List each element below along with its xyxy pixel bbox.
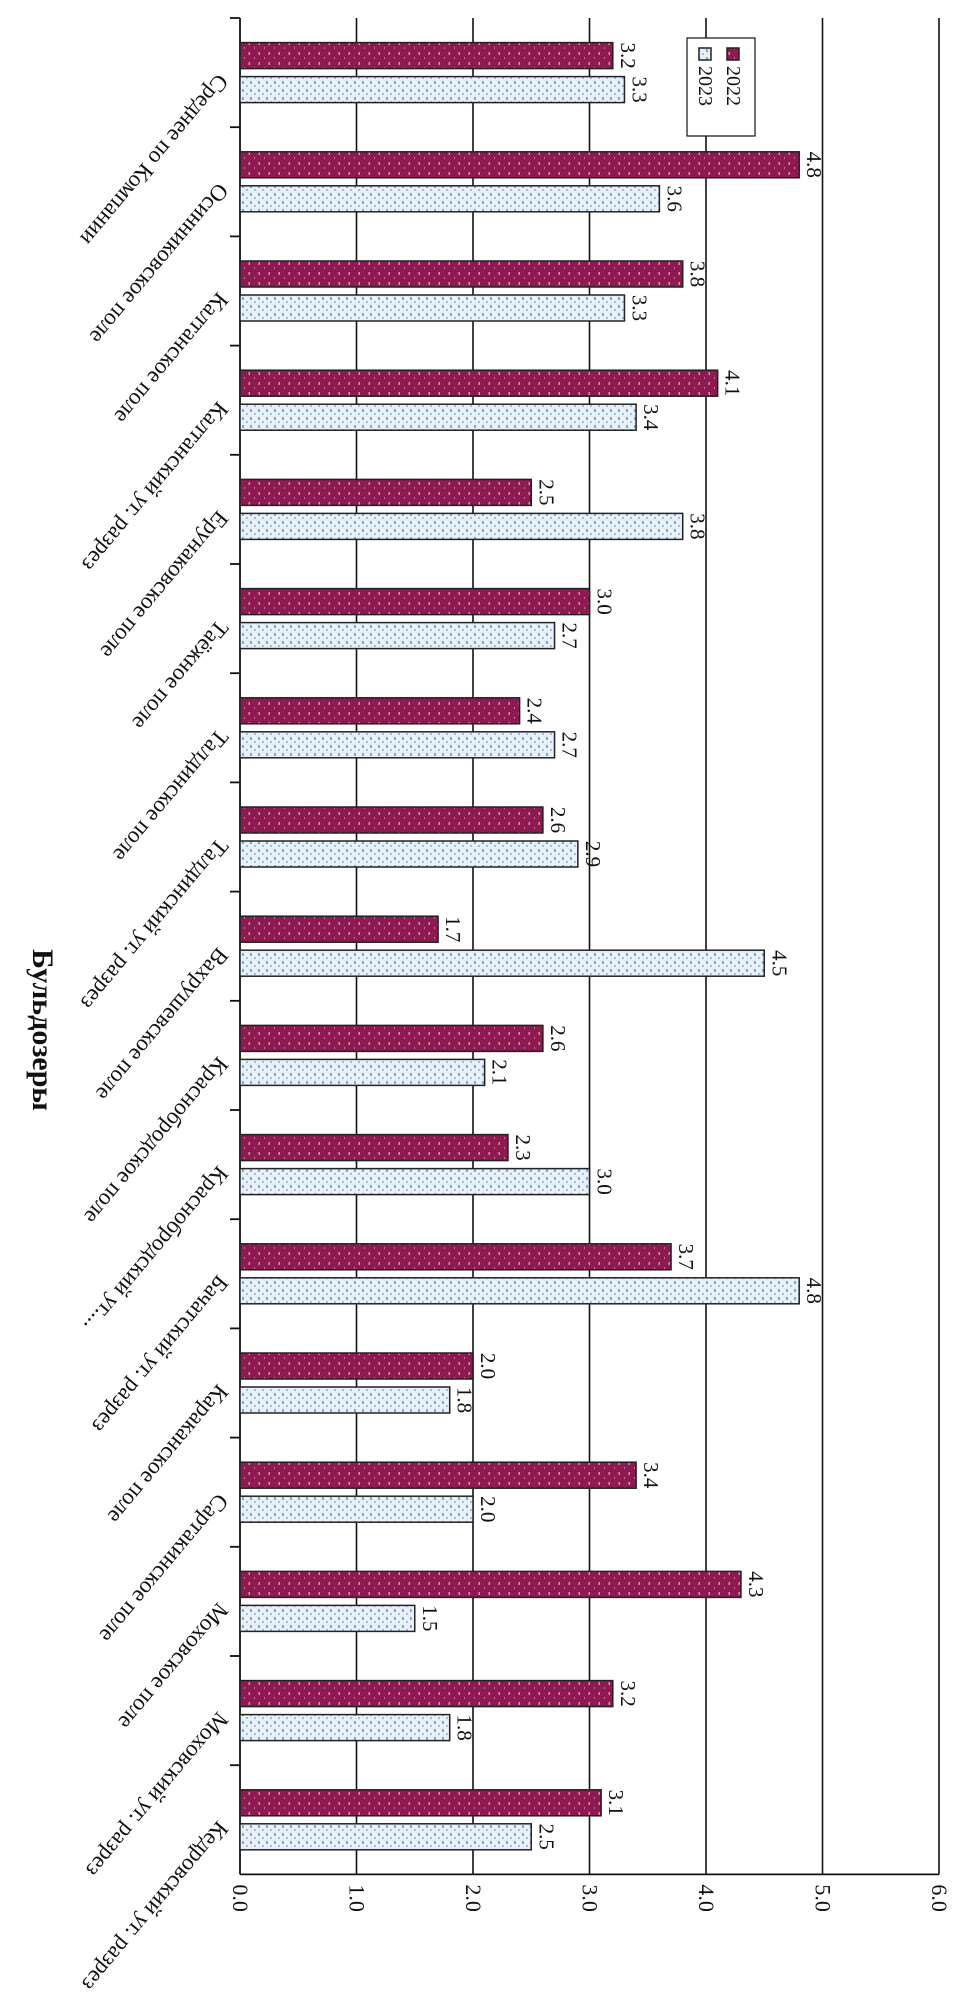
bar-2023 (239, 294, 626, 322)
value-label-2022: 2.5 (534, 479, 558, 505)
bar-2022 (239, 151, 800, 179)
value-label-2023: 1.8 (453, 1714, 477, 1740)
value-label-2022: 4.1 (721, 370, 745, 396)
bar-2022 (239, 806, 544, 834)
value-label-2023: 4.8 (802, 1278, 826, 1304)
value-label-2023: 1.5 (418, 1605, 442, 1631)
value-label-2022: 2.6 (546, 807, 570, 833)
bar-2023 (239, 1167, 591, 1196)
value-label-2023: 3.6 (662, 186, 686, 212)
bar-2023 (239, 403, 637, 431)
bar-2022 (239, 369, 719, 397)
category-label: Таёжное поле (127, 615, 233, 735)
value-label-2023: 1.8 (453, 1387, 477, 1413)
value-label-2022: 3.1 (604, 1790, 628, 1816)
x-tick-label: 0.0 (228, 1884, 253, 1912)
value-label-2023: 2.7 (558, 732, 582, 758)
value-label-2023: 2.5 (534, 1824, 558, 1850)
x-tick-label: 4.0 (694, 1884, 719, 1912)
bar-2023 (239, 185, 661, 213)
bar-2023 (239, 1604, 416, 1633)
value-label-2023: 3.0 (593, 1168, 617, 1194)
bar-2022 (239, 587, 591, 616)
x-tick-label: 1.0 (345, 1884, 370, 1912)
value-label-2022: 2.6 (546, 1025, 570, 1051)
legend-swatch-2023 (698, 47, 712, 61)
bar-2023 (239, 731, 556, 759)
bar-2022 (239, 697, 521, 725)
bar-2022 (239, 1133, 509, 1162)
bar-2023 (239, 1495, 474, 1523)
bar-2022 (239, 1024, 544, 1053)
bars (239, 41, 800, 1851)
legend-label-2023: 2023 (694, 66, 716, 106)
bar-2022 (239, 1679, 614, 1708)
value-label-2022: 4.3 (744, 1571, 768, 1597)
value-labels: 2.5 3.1 1.8 3.2 1.5 4.3 2.0 3.4 1.8 2.0 4.8 3.7 3.0 2… (418, 42, 826, 1849)
value-label-2022: 3.0 (593, 588, 617, 614)
value-label-2023: 4.5 (767, 950, 791, 976)
value-label-2023: 2.1 (488, 1059, 512, 1085)
bar-2023 (239, 1823, 532, 1851)
value-label-2022: 3.7 (674, 1244, 698, 1270)
value-label-2023: 2.9 (581, 841, 605, 867)
bar-2022 (239, 1789, 602, 1817)
value-label-2022: 2.3 (511, 1134, 535, 1160)
value-label-2022: 3.8 (686, 261, 710, 287)
bar-2023 (239, 621, 556, 650)
bar-2022 (239, 1243, 672, 1271)
plot-area: 2.5 3.1 1.8 3.2 1.5 4.3 2.0 3.4 1.8 2.0 4.8 3.7 3.0 2… (26, 17, 952, 1996)
x-axis-ticks: 0.0 1.0 2.0 3.0 4.0 5.0 6.0 (228, 1884, 952, 1912)
value-label-2023: 3.3 (627, 76, 651, 102)
bar-2022 (239, 478, 532, 507)
value-label-2023: 3.3 (627, 295, 651, 321)
x-tick-label: 3.0 (578, 1884, 603, 1912)
value-label-2022: 2.4 (523, 698, 547, 725)
bar-2023 (239, 949, 765, 977)
x-tick-label: 5.0 (811, 1884, 836, 1912)
value-label-2023: 3.4 (639, 404, 663, 431)
value-label-2022: 2.0 (476, 1353, 500, 1379)
x-tick-label: 6.0 (927, 1884, 952, 1912)
legend: 2023 2022 (686, 37, 756, 137)
bar-2022 (239, 915, 439, 943)
value-label-2023: 2.7 (558, 622, 582, 648)
bar-2023 (239, 75, 626, 104)
bar-2023 (239, 1277, 800, 1305)
bar-2022 (239, 260, 684, 288)
legend-swatch-2022 (726, 47, 740, 61)
gridlines (230, 17, 940, 1876)
bar-2022 (239, 41, 614, 70)
value-label-2022: 3.2 (616, 1680, 640, 1706)
value-label-2022: 3.2 (616, 42, 640, 68)
legend-label-2022: 2022 (722, 66, 744, 106)
bar-2022 (239, 1461, 637, 1489)
value-label-2022: 3.4 (639, 1462, 663, 1489)
value-label-2022: 1.7 (441, 916, 465, 942)
value-label-2023: 2.0 (476, 1496, 500, 1522)
bar-2023 (239, 1386, 451, 1414)
bar-2022 (239, 1570, 742, 1599)
bar-2023 (239, 1713, 451, 1742)
chart-title: Бульдозеры (26, 949, 59, 1111)
value-label-2022: 4.8 (802, 152, 826, 178)
bar-2023 (239, 1058, 486, 1087)
bar-2023 (239, 840, 579, 868)
bar-2022 (239, 1352, 474, 1380)
bar-2023 (239, 512, 684, 541)
x-tick-label: 2.0 (461, 1884, 486, 1912)
value-label-2023: 3.8 (686, 513, 710, 539)
